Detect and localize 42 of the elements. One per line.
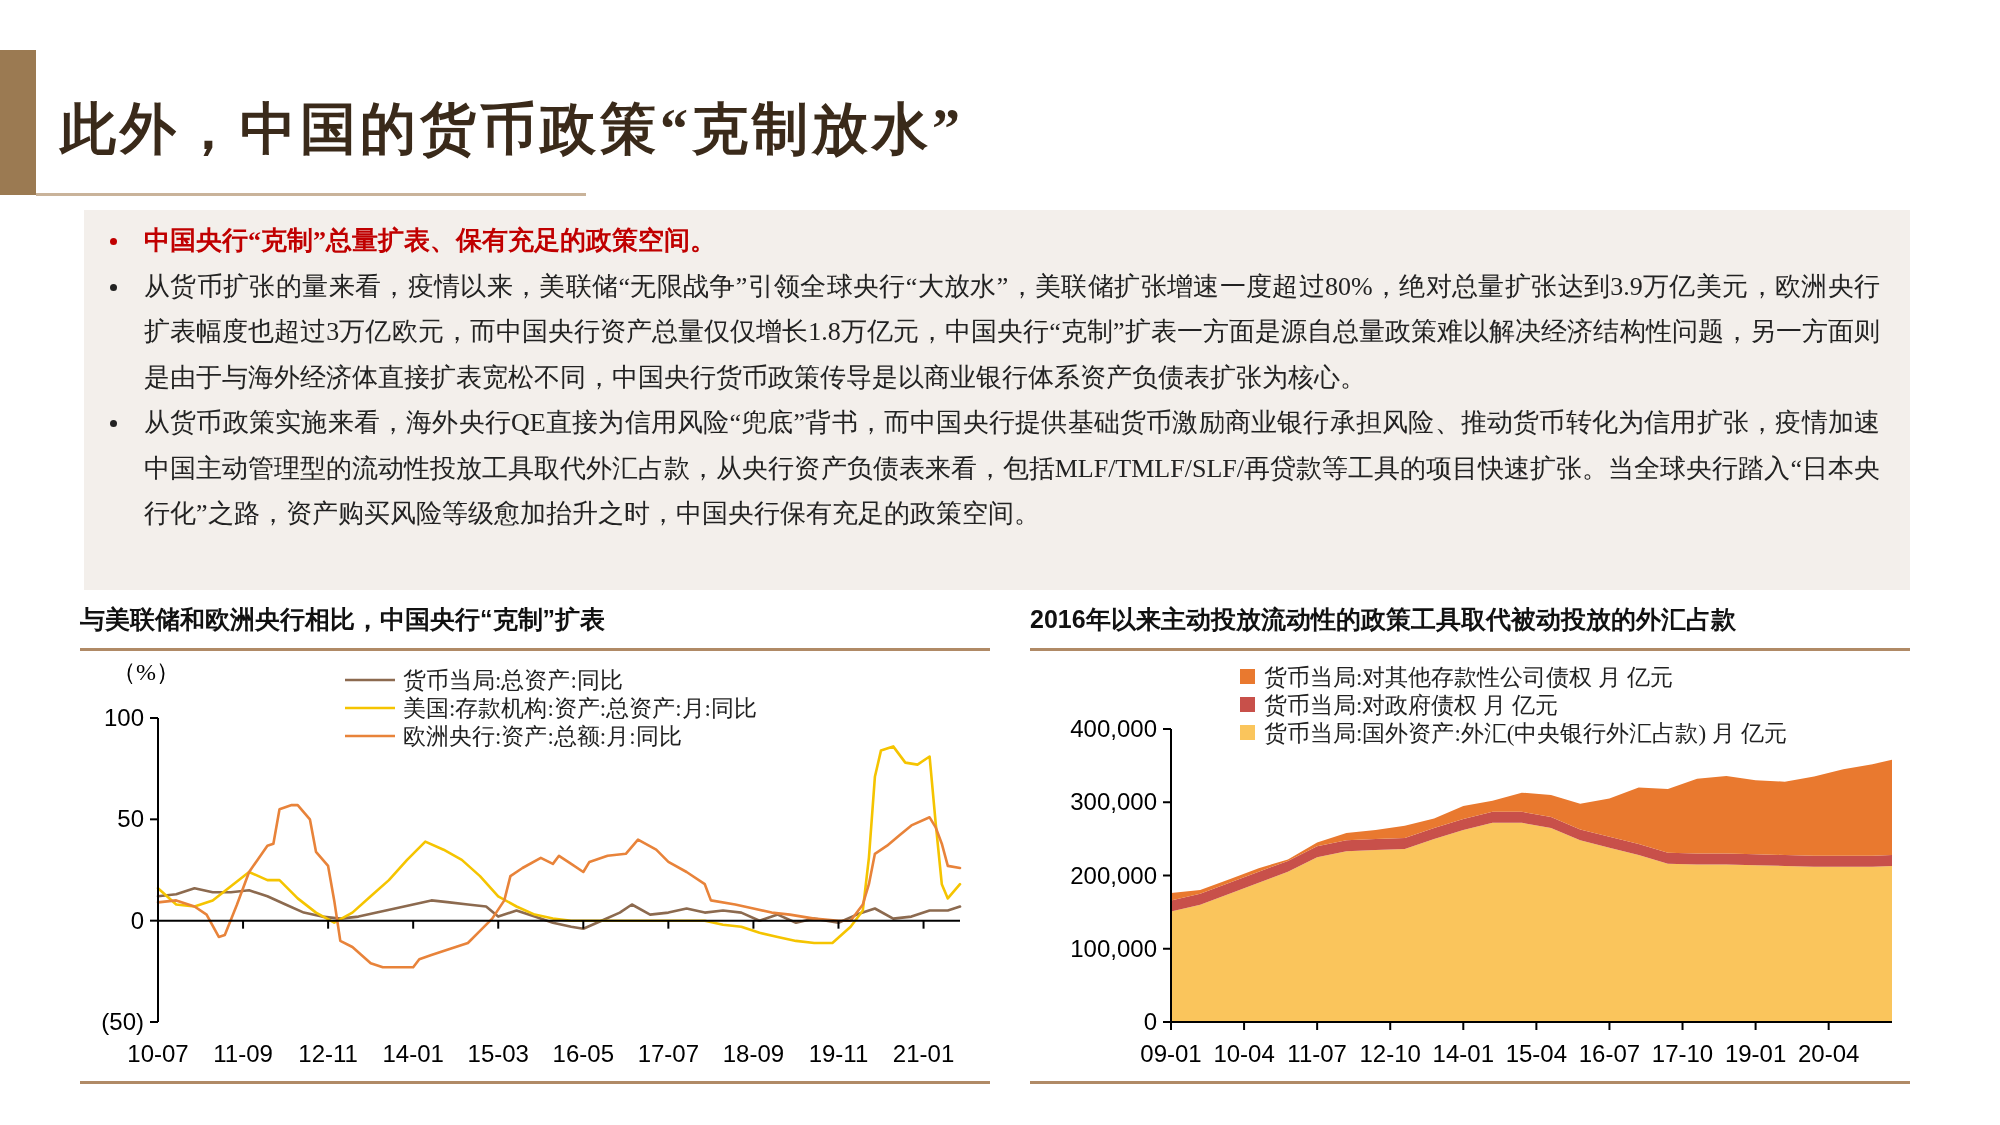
legend-label: 货币当局:国外资产:外汇(中央银行外汇占款) 月 亿元 <box>1264 721 1787 746</box>
x-tick-label: 17-07 <box>637 1040 700 1067</box>
y-tick-label: 400,000 <box>1070 715 1157 742</box>
x-tick-label: 16-05 <box>552 1040 614 1067</box>
chart-title: 2016年以来主动投放流动性的政策工具取代被动投放的外汇占款 <box>1030 605 1737 633</box>
text: 从货币扩张的量来看，疫情以来，美联储“无限战争”引领全球央行“大放水”，美联储扩张增速一度超过80%，绝对总量扩张达到3.9万亿美元，欧洲央行扩表幅度也超过3万亿欧元，而中国央行资产总量仅仅增长1.8万亿元，中国央行“克制”扩表一方面是源自总量政策难以解决经济结构性问题，另一方面则是由于与海外经济体直接扩表宽松不同，中国央行货币政策传导是以商业银行体系资产负债表扩张为核心。 <box>144 271 1880 392</box>
x-tick-label: 18-09 <box>722 1040 785 1067</box>
y-tick-label: 50 <box>117 805 144 833</box>
x-tick-label: 20-04 <box>1797 1040 1860 1067</box>
chart-title: 与美联储和欧洲央行相比，中国央行“克制”扩表 <box>79 605 605 633</box>
legend-label: 货币当局:对其他存款性公司债权 月 亿元 <box>1264 665 1673 690</box>
x-tick-label: 11-07 <box>1287 1040 1347 1067</box>
y-tick-label: 100 <box>103 704 144 731</box>
y-tick-label: 100,000 <box>1070 934 1157 962</box>
x-tick-label: 19-11 <box>808 1040 869 1067</box>
x-tick-label: 11-09 <box>213 1040 273 1067</box>
x-tick-label: 16-07 <box>1578 1040 1641 1067</box>
x-tick-label: 14-01 <box>1432 1040 1494 1067</box>
legend-label: 美国:存款机构:资产:总资产:月:同比 <box>403 696 757 721</box>
legend-label: 货币当局:对政府债权 月 亿元 <box>1264 693 1558 718</box>
legend-label: 货币当局:总资产:同比 <box>403 668 623 693</box>
x-tick-label: 09-01 <box>1140 1040 1202 1067</box>
x-tick-label: 12-10 <box>1359 1040 1421 1067</box>
y-tick-label: 200,000 <box>1070 861 1157 889</box>
x-tick-label: 15-03 <box>467 1040 529 1067</box>
x-tick-label: 17-10 <box>1651 1040 1714 1067</box>
y-tick-label: 0 <box>130 906 144 934</box>
text: 此外，中国的货币政策“克制放水” <box>60 97 964 162</box>
x-tick-label: 21-01 <box>892 1040 955 1067</box>
x-tick-label: 12-11 <box>298 1040 358 1067</box>
x-tick-label: 19-01 <box>1724 1040 1787 1067</box>
text: 从货币政策实施来看，海外央行QE直接为信用风险“兜底”背书，而中国央行提供基础货币激励商业银行承担风险、推动货币转化为信用扩张，疫情加速中国主动管理型的流动性投放工具取代外汇占款，从央行资产负债表来看，包括MLF/TMLF/SLF/再贷款等工具的项目快速扩张。当全球央行踏入“日本央行化”之路，资产购买风险等级愈加抬升之时，中国央行保有充足的政策空间。 <box>144 408 1880 528</box>
legend-label: 欧洲央行:资产:总额:月:同比 <box>403 724 682 749</box>
x-tick-label: 10-04 <box>1213 1040 1275 1067</box>
y-axis-title: （%） <box>112 659 180 685</box>
x-tick-label: 15-04 <box>1505 1040 1568 1067</box>
text: 中国央行“克制”总量扩表、保有充足的政策空间。 <box>144 226 716 255</box>
x-tick-label: 14-01 <box>382 1040 444 1067</box>
y-tick-label: 300,000 <box>1070 788 1157 816</box>
y-tick-label: (50) <box>101 1008 144 1035</box>
y-tick-label: 0 <box>1143 1008 1157 1035</box>
x-tick-label: 10-07 <box>127 1040 189 1067</box>
